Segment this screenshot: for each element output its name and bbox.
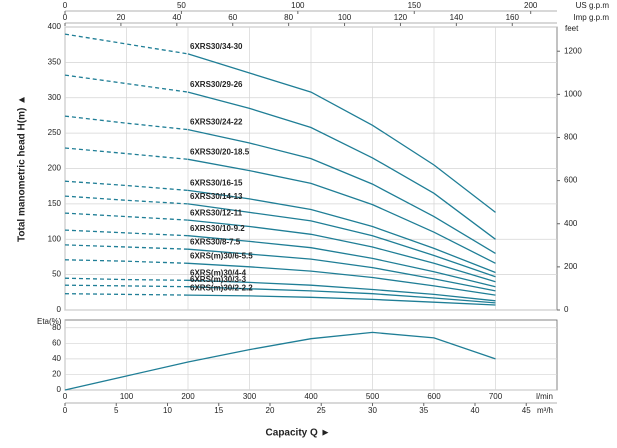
x2-tick-label: 40 xyxy=(471,406,480,415)
curve xyxy=(187,91,496,240)
x-tick-label: 100 xyxy=(120,392,134,401)
top-tick-label: 150 xyxy=(408,1,422,10)
top-tick-label: 100 xyxy=(291,1,305,10)
y2-tick-label: 1200 xyxy=(564,46,582,55)
curve-label: 6XRS30/12-11 xyxy=(190,208,243,217)
top-axis-unit: Imp g.p.m xyxy=(573,13,609,22)
x-tick-label: 200 xyxy=(181,392,195,401)
x-tick-label: 600 xyxy=(427,392,441,401)
curve xyxy=(64,331,496,391)
top-axis-unit: US g.p.m xyxy=(576,1,610,10)
x2-unit: m³/h xyxy=(537,406,553,415)
x2-tick-label: 20 xyxy=(266,406,275,415)
curve-label: 6XRS30/8-7.5 xyxy=(190,237,241,246)
x-axis-title: Capacity Q ► xyxy=(266,428,331,439)
y2-axis-title: feet xyxy=(565,24,579,33)
y-tick-label: 150 xyxy=(48,199,62,208)
y-tick-label: 200 xyxy=(48,164,62,173)
y-tick-label: 400 xyxy=(48,22,62,31)
y-tick-label: 0 xyxy=(57,385,62,394)
top-tick-label: 0 xyxy=(63,13,68,22)
y-axis-title: Total manometric head H(m) ▲ xyxy=(17,95,28,242)
x2-tick-label: 15 xyxy=(214,406,223,415)
y2-tick-label: 600 xyxy=(564,176,578,185)
y-tick-label: 0 xyxy=(57,305,62,314)
y-tick-label: 300 xyxy=(48,93,62,102)
curve xyxy=(187,279,496,302)
curve xyxy=(187,219,496,283)
y2-tick-label: 200 xyxy=(564,262,578,271)
curve-label: 6XRS30/16-15 xyxy=(190,179,243,188)
y-tick-label: 50 xyxy=(52,270,61,279)
top-tick-label: 0 xyxy=(63,1,68,10)
curve-label: 6XRS(m)30/6-5.5 xyxy=(190,251,253,260)
x2-tick-label: 10 xyxy=(163,406,172,415)
y2-tick-label: 1000 xyxy=(564,89,582,98)
top-tick-label: 100 xyxy=(338,13,352,22)
top-tick-label: 140 xyxy=(450,13,464,22)
curve-label: 6XRS30/14-13 xyxy=(190,192,243,201)
x-unit: l/min xyxy=(536,392,553,401)
top-tick-label: 50 xyxy=(177,1,186,10)
y2-tick-label: 800 xyxy=(564,133,578,142)
top-tick-label: 80 xyxy=(284,13,293,22)
x2-tick-label: 30 xyxy=(368,406,377,415)
top-tick-label: 160 xyxy=(506,13,520,22)
curve-label: 6XRS(m)30/4-4 xyxy=(190,268,247,277)
x-tick-label: 300 xyxy=(243,392,257,401)
x2-tick-label: 35 xyxy=(419,406,428,415)
curve-label: 6XRS(m)30/2-2.2 xyxy=(190,283,253,292)
y-tick-label: 20 xyxy=(52,370,61,379)
top-tick-label: 120 xyxy=(394,13,408,22)
curve xyxy=(187,294,496,306)
x2-tick-label: 5 xyxy=(114,406,119,415)
top-tick-label: 200 xyxy=(524,1,538,10)
curve xyxy=(187,158,496,264)
y-tick-label: 350 xyxy=(48,57,62,66)
y-tick-label: 60 xyxy=(52,338,61,347)
y-tick-label: 100 xyxy=(48,234,62,243)
top-tick-label: 40 xyxy=(172,13,181,22)
curve xyxy=(187,248,496,292)
y-tick-label: 40 xyxy=(52,354,61,363)
y2-tick-label: 400 xyxy=(564,219,578,228)
curve-label: 6XRS30/10-9.2 xyxy=(190,224,245,233)
curve-label: 6XRS30/24-22 xyxy=(190,118,243,127)
x-tick-label: 400 xyxy=(304,392,318,401)
curve-label: 6XRS30/29-26 xyxy=(190,80,243,89)
curve-label: 6XRS30/34-30 xyxy=(190,42,243,51)
y-tick-label: 80 xyxy=(52,323,61,332)
y-axis-title: Eta(%) xyxy=(37,317,62,326)
top-tick-label: 60 xyxy=(228,13,237,22)
x-tick-label: 700 xyxy=(489,392,503,401)
y2-tick-label: 0 xyxy=(564,305,569,314)
curve xyxy=(187,189,496,274)
x2-tick-label: 45 xyxy=(522,406,531,415)
curve xyxy=(187,235,496,288)
curve xyxy=(187,203,496,278)
curve xyxy=(187,128,496,254)
y-tick-label: 250 xyxy=(48,128,62,137)
curve xyxy=(187,53,496,213)
top-tick-label: 20 xyxy=(116,13,125,22)
x-tick-label: 500 xyxy=(366,392,380,401)
curve xyxy=(187,262,496,296)
curve-label: 6XRS(m)30/3-3 xyxy=(190,275,247,284)
x-tick-label: 0 xyxy=(63,392,68,401)
curve xyxy=(187,286,496,304)
x2-tick-label: 25 xyxy=(317,406,326,415)
x2-tick-label: 0 xyxy=(63,406,68,415)
curve-label: 6XRS30/20-18.5 xyxy=(190,147,250,156)
